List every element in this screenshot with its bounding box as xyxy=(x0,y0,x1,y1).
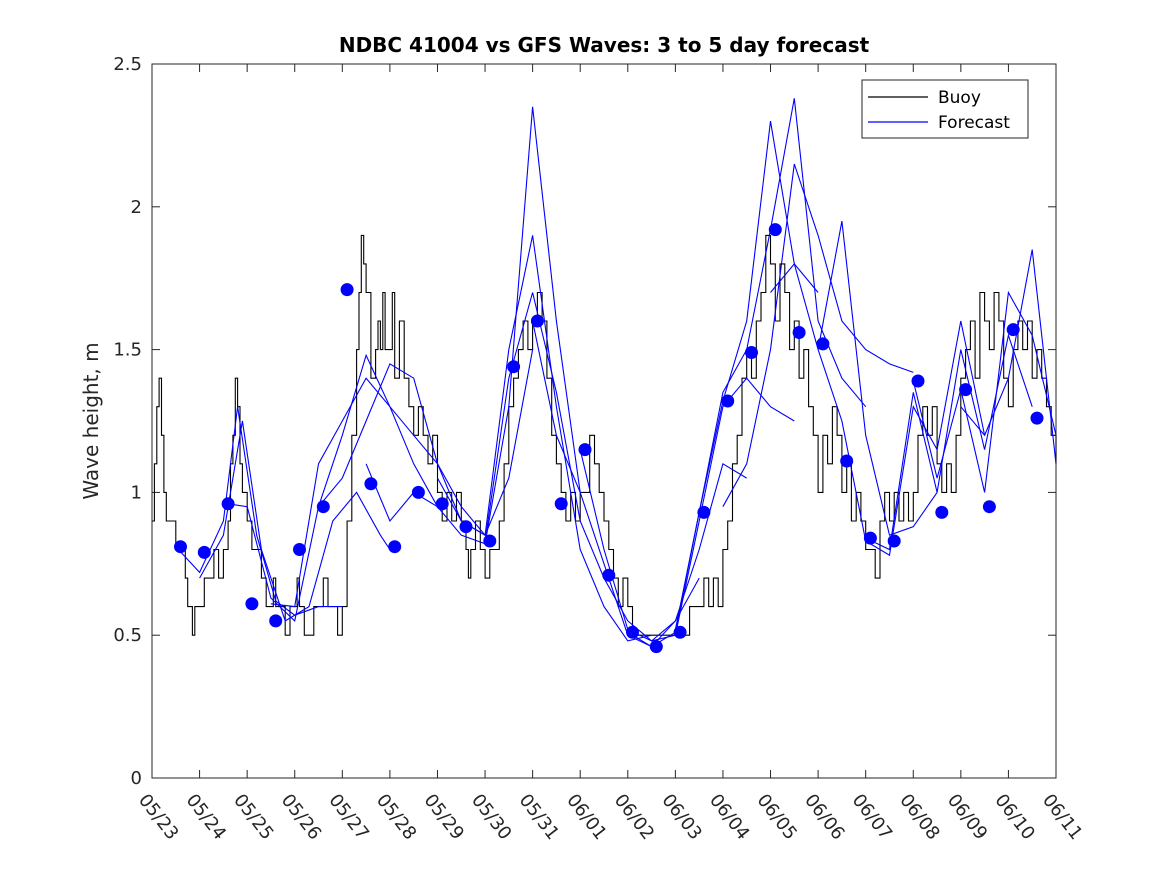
x-tick-label: 06/09 xyxy=(943,790,991,844)
y-axis: 0 0.5 1 1.5 2 2.5 xyxy=(113,54,1056,789)
forecast-point xyxy=(1006,323,1020,337)
forecast-point xyxy=(863,531,877,545)
x-tick-label: 06/02 xyxy=(610,790,658,844)
forecast-run-line xyxy=(722,163,914,507)
y-tick-label: 2.5 xyxy=(113,54,142,75)
forecast-point xyxy=(459,520,473,534)
chart-title: NDBC 41004 vs GFS Waves: 3 to 5 day fore… xyxy=(339,33,870,57)
forecast-point xyxy=(245,597,259,611)
x-tick-label: 05/31 xyxy=(515,790,563,844)
forecast-run-line xyxy=(912,290,1057,493)
forecast-point xyxy=(816,337,830,351)
forecast-point xyxy=(578,443,592,457)
forecast-point xyxy=(316,500,330,514)
legend-forecast-label: Forecast xyxy=(938,113,1010,133)
y-axis-label: Wave height, m xyxy=(79,342,103,499)
forecast-point xyxy=(982,500,996,514)
forecast-point xyxy=(959,383,973,397)
forecast-run-line xyxy=(579,377,795,642)
forecast-point xyxy=(221,497,235,511)
forecast-run-line xyxy=(365,106,581,545)
y-tick-label: 1 xyxy=(131,482,142,503)
y-tick-label: 0 xyxy=(131,768,142,789)
y-tick-label: 1.5 xyxy=(113,340,142,361)
forecast-point xyxy=(887,534,901,548)
forecast-point xyxy=(649,640,663,654)
x-tick-label: 06/08 xyxy=(895,790,943,844)
forecast-point xyxy=(768,223,782,237)
x-tick-label: 06/05 xyxy=(753,790,801,844)
x-tick-label: 05/27 xyxy=(324,790,372,844)
legend-box xyxy=(861,79,1029,139)
plot-area xyxy=(151,63,1057,779)
forecast-point xyxy=(197,545,211,559)
forecast-point xyxy=(507,360,521,374)
legend-buoy-label: Buoy xyxy=(938,88,981,108)
forecast-point xyxy=(269,614,283,628)
x-tick-label: 06/07 xyxy=(848,790,896,844)
x-tick-label: 05/26 xyxy=(277,790,325,844)
forecast-point xyxy=(554,497,568,511)
forecast-point xyxy=(840,454,854,468)
forecast-point xyxy=(602,568,616,582)
forecast-run-line xyxy=(199,420,391,622)
x-tick-label: 06/04 xyxy=(705,790,753,844)
forecast-point xyxy=(721,394,735,408)
x-tick-label: 05/23 xyxy=(134,790,182,844)
forecast-point xyxy=(626,625,639,639)
x-tick-label: 05/30 xyxy=(467,790,515,844)
forecast-point xyxy=(1030,411,1044,425)
forecast-point xyxy=(364,477,378,491)
x-tick-label: 06/10 xyxy=(990,790,1038,844)
buoy-series-line xyxy=(152,234,1057,636)
forecast-point xyxy=(530,314,544,328)
forecast-run-line xyxy=(865,333,1033,551)
x-tick-label: 05/29 xyxy=(420,790,468,844)
forecast-point xyxy=(340,283,354,297)
forecast-run-line xyxy=(228,353,438,622)
y-tick-label: 2 xyxy=(131,197,142,218)
series-layer xyxy=(152,98,1057,654)
x-tick-label: 05/28 xyxy=(372,790,420,844)
forecast-run-line xyxy=(437,235,652,642)
forecast-point xyxy=(911,374,925,388)
x-tick-label: 05/25 xyxy=(229,790,277,844)
x-tick-label: 06/06 xyxy=(800,790,848,844)
y-tick-label: 0.5 xyxy=(113,625,142,646)
forecast-point xyxy=(697,505,711,519)
x-tick-label: 06/01 xyxy=(562,790,610,844)
forecast-point xyxy=(673,625,687,639)
forecast-point xyxy=(792,326,806,339)
forecast-point xyxy=(935,505,949,519)
forecast-run-line xyxy=(484,292,700,642)
forecast-point xyxy=(293,543,306,556)
forecast-run-line xyxy=(817,320,986,557)
forecast-run-line xyxy=(960,249,1057,464)
forecast-point xyxy=(174,540,187,554)
x-tick-label: 06/03 xyxy=(657,790,705,844)
forecast-run-line xyxy=(532,320,747,648)
forecast-point xyxy=(483,534,497,548)
forecast-point xyxy=(388,540,402,554)
forecast-point xyxy=(435,497,449,511)
legend: Buoy Forecast xyxy=(861,79,1029,139)
forecast-point xyxy=(745,346,758,359)
forecast-point xyxy=(411,485,425,499)
x-tick-label: 05/24 xyxy=(182,790,230,844)
x-tick-label: 06/11 xyxy=(1038,790,1086,844)
forecast-run-line xyxy=(318,349,534,537)
forecast-run-line xyxy=(770,220,938,536)
